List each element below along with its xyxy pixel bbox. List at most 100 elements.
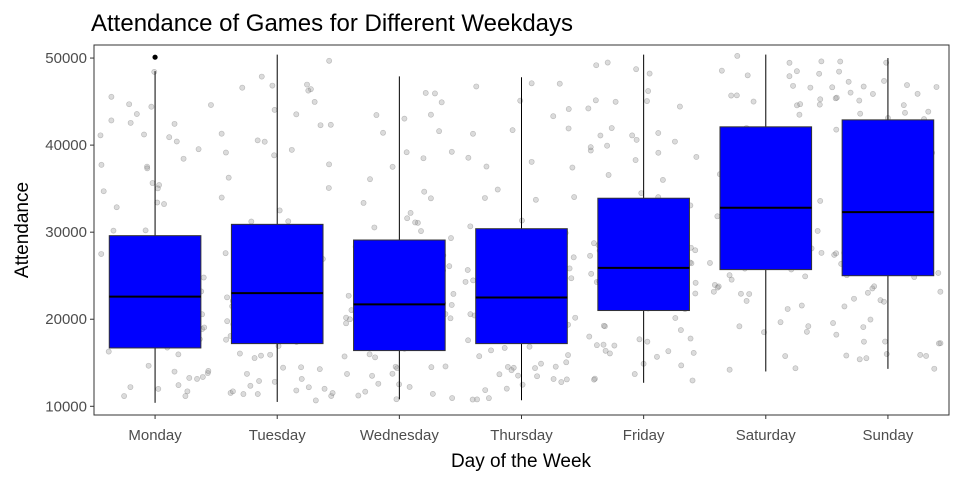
jitter-point — [258, 73, 265, 80]
jitter-point — [436, 128, 443, 135]
jitter-point — [113, 204, 120, 211]
jitter-point — [375, 380, 382, 387]
jitter-point — [793, 68, 800, 75]
jitter-point — [442, 363, 449, 370]
jitter-point — [412, 219, 419, 226]
jitter-point — [275, 343, 282, 349]
jitter-point — [428, 364, 435, 371]
jitter-point — [710, 288, 717, 295]
jitter-point — [692, 279, 699, 286]
jitter-point — [655, 130, 662, 136]
jitter-point — [592, 97, 599, 104]
jitter-point — [218, 194, 225, 201]
jitter-point — [593, 342, 600, 349]
jitter-point — [449, 395, 456, 401]
jitter-point — [570, 254, 577, 261]
jitter-point — [611, 342, 618, 349]
jitter-point — [345, 292, 352, 299]
jitter-point — [208, 102, 214, 108]
jitter-point — [448, 302, 455, 308]
jitter-point — [448, 235, 454, 241]
jitter-point — [601, 323, 608, 330]
jitter-point — [271, 378, 278, 385]
jitter-point — [904, 82, 910, 88]
jitter-point — [414, 219, 421, 226]
jitter-point — [786, 59, 793, 66]
jitter-point — [587, 147, 594, 154]
jitter-point — [127, 119, 134, 126]
box-iqr — [719, 126, 813, 271]
jitter-point — [672, 138, 678, 145]
jitter-point — [845, 78, 852, 85]
y-tick-label: 40000 — [45, 137, 87, 154]
jitter-point — [715, 283, 722, 290]
jitter-point — [604, 59, 611, 66]
box-friday — [597, 54, 690, 383]
jitter-point — [218, 130, 225, 137]
jitter-point — [807, 84, 814, 91]
jitter-point — [646, 70, 653, 77]
jitter-point — [467, 311, 474, 318]
jitter-point — [692, 290, 699, 297]
jitter-point — [532, 365, 538, 371]
jitter-point — [602, 347, 609, 354]
jitter-point — [276, 207, 283, 214]
jitter-point — [204, 370, 211, 376]
jitter-point — [571, 194, 578, 200]
jitter-point — [569, 164, 576, 171]
jitter-point — [392, 363, 399, 370]
jitter-point — [224, 318, 231, 325]
jitter-point — [97, 132, 104, 139]
jitter-point — [144, 165, 151, 172]
jitter-points-layer — [97, 53, 944, 404]
jitter-point — [254, 137, 261, 144]
jitter-point — [923, 353, 929, 359]
jitter-point — [485, 395, 492, 402]
jitter-point — [632, 157, 639, 163]
jitter-point — [833, 250, 840, 257]
jitter-point — [851, 295, 857, 302]
jitter-point — [608, 125, 615, 131]
y-axis-title: Attendance — [12, 182, 33, 278]
jitter-point — [784, 306, 791, 312]
jitter-point — [362, 388, 369, 395]
jitter-point — [448, 148, 455, 155]
jitter-point — [563, 376, 570, 383]
jitter-point — [869, 285, 876, 292]
y-axis: 10000 20000 30000 40000 50000 — [45, 50, 94, 415]
jitter-point — [225, 174, 232, 181]
box-saturday — [719, 54, 813, 372]
jitter-point — [515, 372, 521, 379]
jitter-point — [636, 336, 643, 343]
jitter-point — [925, 108, 932, 115]
jitter-point — [380, 129, 386, 136]
jitter-point — [195, 146, 202, 153]
jitter-point — [429, 390, 436, 397]
jitter-point — [248, 218, 255, 225]
jitter-point — [672, 315, 679, 321]
jitter-point — [816, 101, 823, 108]
jitter-point — [288, 146, 295, 153]
box-thursday — [475, 77, 568, 401]
jitter-point — [528, 80, 535, 87]
jitter-point — [881, 78, 887, 84]
jitter-point — [347, 316, 353, 323]
jitter-point — [794, 102, 800, 109]
jitter-point — [161, 201, 167, 207]
jitter-point — [171, 120, 178, 127]
jitter-point — [184, 388, 191, 395]
jitter-point — [638, 190, 645, 197]
jitter-point — [736, 323, 743, 330]
jitter-point — [304, 81, 310, 88]
jitter-point — [293, 387, 300, 394]
jitter-point — [247, 382, 254, 389]
jitter-point — [817, 96, 824, 103]
box-iqr — [597, 197, 690, 312]
jitter-point — [327, 121, 334, 128]
jitter-point — [269, 82, 276, 89]
jitter-point — [200, 274, 207, 281]
jitter-point — [743, 298, 750, 304]
jitter-point — [151, 68, 158, 75]
jitter-point — [494, 186, 501, 193]
